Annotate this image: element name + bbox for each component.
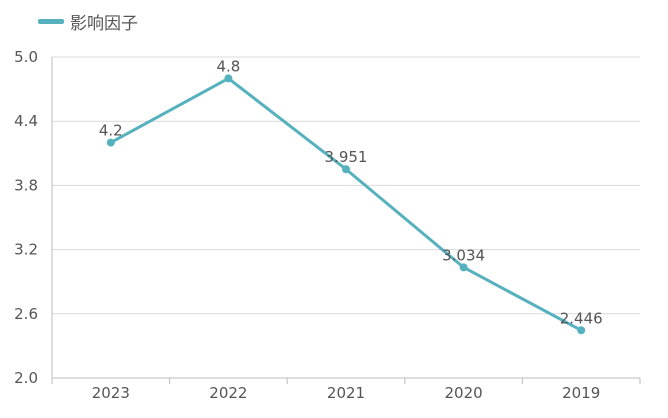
x-tick-label: 2022 bbox=[209, 384, 247, 402]
y-tick-label: 3.8 bbox=[14, 176, 38, 194]
y-tick-label: 2.0 bbox=[14, 369, 38, 387]
data-point bbox=[342, 165, 350, 174]
legend-swatch bbox=[38, 18, 64, 24]
data-point bbox=[577, 326, 586, 335]
data-label: 3.034 bbox=[442, 246, 485, 264]
data-label: 4.2 bbox=[99, 122, 123, 140]
data-label: 4.8 bbox=[216, 57, 240, 75]
y-tick-label: 2.6 bbox=[14, 305, 38, 323]
data-point bbox=[224, 74, 233, 83]
y-tick-label: 5.0 bbox=[14, 48, 38, 66]
data-label: 3.951 bbox=[325, 148, 368, 166]
x-tick-label: 2019 bbox=[562, 384, 600, 402]
data-point bbox=[106, 138, 115, 147]
series-line bbox=[110, 76, 582, 332]
data-label: 2.446 bbox=[560, 309, 603, 327]
data-point bbox=[459, 263, 468, 272]
legend-label: 影响因子 bbox=[70, 13, 138, 34]
legend[interactable]: 影响因子 bbox=[38, 9, 138, 34]
x-tick-label: 2020 bbox=[445, 384, 483, 402]
x-tick-label: 2021 bbox=[327, 384, 365, 402]
x-tick-label: 2023 bbox=[92, 384, 130, 402]
y-tick-label: 4.4 bbox=[14, 112, 38, 130]
y-tick-label: 3.2 bbox=[14, 241, 38, 259]
